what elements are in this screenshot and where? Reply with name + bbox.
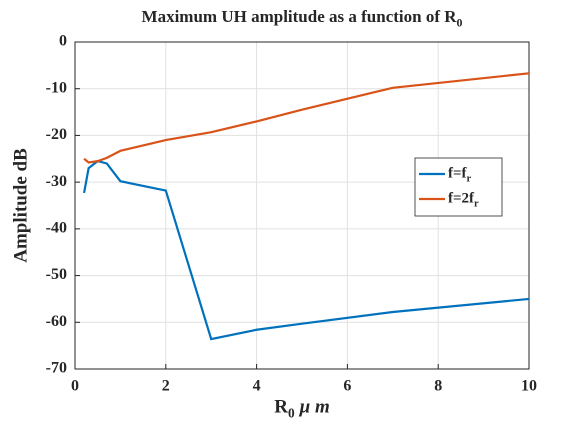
y-axis-label: Amplitude dB bbox=[10, 148, 31, 263]
line-series bbox=[83, 72, 530, 164]
legend-label-text: f=2f bbox=[448, 190, 475, 206]
y-tick-label: -20 bbox=[46, 126, 67, 143]
legend-label-text: f=f bbox=[448, 165, 468, 181]
chart-title-text: Maximum UH amplitude as a function of R bbox=[142, 7, 458, 26]
x-tick-label: 8 bbox=[434, 378, 442, 395]
x-tick-label: 2 bbox=[162, 378, 170, 395]
axes-box bbox=[74, 41, 530, 370]
x-tick-label: 10 bbox=[521, 378, 537, 395]
y-tick-label: -30 bbox=[46, 173, 67, 190]
x-axis-label-suffix: μ m bbox=[299, 396, 330, 417]
legend-box bbox=[414, 157, 503, 217]
y-tick-label: -70 bbox=[46, 360, 67, 377]
x-axis-label-subscript: 0 bbox=[288, 406, 295, 421]
legend-label-subscript: r bbox=[474, 199, 479, 210]
legend-label: f=f r bbox=[448, 165, 472, 184]
x-tick-label: 6 bbox=[343, 378, 351, 395]
chart-title-subscript: 0 bbox=[457, 16, 463, 30]
y-tick-label: -60 bbox=[46, 313, 67, 330]
x-tick-label: 0 bbox=[71, 378, 79, 395]
x-axis-label-text: R bbox=[274, 396, 288, 417]
legend-label: f=2f r bbox=[448, 190, 479, 209]
y-tick-label: -50 bbox=[46, 266, 67, 283]
line-series bbox=[82, 159, 530, 341]
x-tick-label: 4 bbox=[253, 378, 261, 395]
y-tick-label: -10 bbox=[46, 79, 67, 96]
y-tick-label: -40 bbox=[46, 220, 67, 237]
y-tick-label: 0 bbox=[59, 33, 67, 50]
legend-label-subscript: r bbox=[467, 174, 472, 185]
